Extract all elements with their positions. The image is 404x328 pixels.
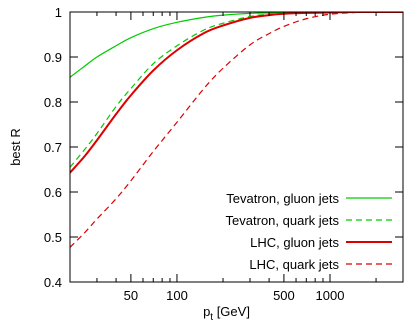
x-tick-label: 1000	[316, 288, 345, 303]
legend-label-2: Tevatron, quark jets	[226, 213, 340, 228]
series-line-3	[70, 12, 403, 174]
y-axis-label: best R	[8, 128, 23, 166]
series-line-2	[70, 12, 403, 168]
y-axis-ticks: 0.4 0.5 0.6 0.7 0.8 0.9 1	[44, 5, 403, 290]
y-tick-label: 1	[55, 5, 62, 20]
x-axis-label-subscript: t	[210, 312, 213, 323]
x-tick-label: 100	[166, 288, 188, 303]
y-tick-label: 0.6	[44, 185, 62, 200]
y-tick-label: 0.9	[44, 50, 62, 65]
y-tick-label: 0.5	[44, 230, 62, 245]
x-axis-label-unit: [GeV]	[213, 304, 250, 319]
legend-label-4: LHC, quark jets	[249, 257, 339, 272]
x-tick-label: 500	[273, 288, 295, 303]
legend-label-1: Tevatron, gluon jets	[226, 191, 339, 206]
series-line-4	[70, 12, 403, 248]
y-tick-label: 0.8	[44, 95, 62, 110]
x-tick-label: 50	[124, 288, 138, 303]
y-tick-label: 0.7	[44, 140, 62, 155]
x-axis-label: pt [GeV]	[203, 304, 250, 323]
x-axis-ticks: 50 100 500 1000	[69, 12, 404, 303]
y-tick-label: 0.4	[44, 275, 62, 290]
x-axis-label-main: p	[203, 304, 210, 319]
legend-label-3: LHC, gluon jets	[250, 235, 339, 250]
legend: Tevatron, gluon jets Tevatron, quark jets…	[226, 191, 392, 272]
